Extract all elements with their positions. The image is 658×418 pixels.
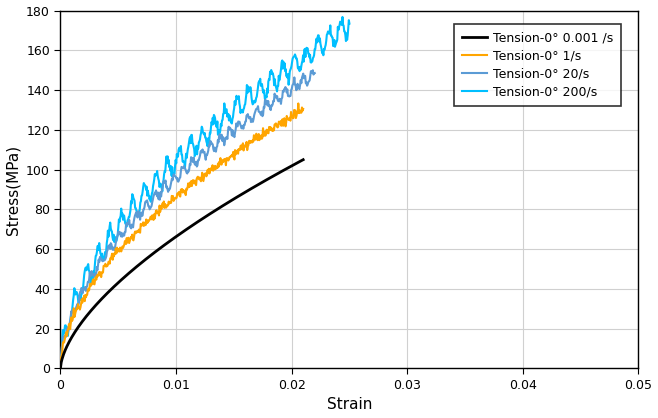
Tension-0° 0.001 /s: [261, 178, 269, 183]
Tension-0° 1/s: [136, 229, 143, 234]
Tension-0° 0.001 /s: [205, 212, 213, 217]
Tension-0° 200/s: [57, 366, 64, 371]
Tension-0° 20/s: [139, 207, 147, 212]
Tension-0° 200/s: [338, 15, 346, 20]
Legend: Tension-0° 0.001 /s, Tension-0° 1/s, Tension-0° 20/s, Tension-0° 200/s: Tension-0° 0.001 /s, Tension-0° 1/s, Ten…: [454, 24, 620, 106]
Line: Tension-0° 1/s: Tension-0° 1/s: [61, 104, 303, 369]
Tension-0° 200/s: [193, 145, 201, 150]
Tension-0° 20/s: [57, 366, 64, 371]
Tension-0° 20/s: [87, 273, 95, 278]
Tension-0° 1/s: [153, 208, 161, 213]
Tension-0° 200/s: [339, 22, 347, 27]
Tension-0° 0.001 /s: [299, 157, 307, 162]
X-axis label: Strain: Strain: [327, 398, 372, 413]
Line: Tension-0° 0.001 /s: Tension-0° 0.001 /s: [61, 160, 303, 369]
Tension-0° 20/s: [241, 119, 249, 124]
Line: Tension-0° 20/s: Tension-0° 20/s: [61, 70, 315, 369]
Y-axis label: Stress(MPa): Stress(MPa): [5, 145, 20, 234]
Tension-0° 20/s: [216, 136, 224, 141]
Tension-0° 200/s: [228, 117, 236, 122]
Tension-0° 0.001 /s: [276, 170, 284, 175]
Tension-0° 1/s: [233, 150, 241, 155]
Tension-0° 0.001 /s: [57, 360, 65, 365]
Tension-0° 20/s: [311, 71, 318, 76]
Tension-0° 1/s: [232, 152, 240, 157]
Tension-0° 20/s: [157, 194, 165, 199]
Tension-0° 1/s: [294, 101, 302, 106]
Tension-0° 1/s: [299, 107, 307, 112]
Tension-0° 0.001 /s: [200, 215, 208, 220]
Tension-0° 1/s: [86, 285, 93, 290]
Tension-0° 200/s: [195, 139, 203, 144]
Tension-0° 1/s: [57, 366, 64, 371]
Tension-0° 0.001 /s: [57, 366, 64, 371]
Tension-0° 200/s: [293, 59, 301, 64]
Tension-0° 200/s: [345, 21, 353, 26]
Tension-0° 20/s: [309, 68, 316, 73]
Tension-0° 0.001 /s: [201, 214, 209, 219]
Tension-0° 20/s: [240, 122, 248, 127]
Line: Tension-0° 200/s: Tension-0° 200/s: [61, 17, 349, 369]
Tension-0° 200/s: [213, 125, 220, 130]
Tension-0° 1/s: [209, 168, 217, 173]
